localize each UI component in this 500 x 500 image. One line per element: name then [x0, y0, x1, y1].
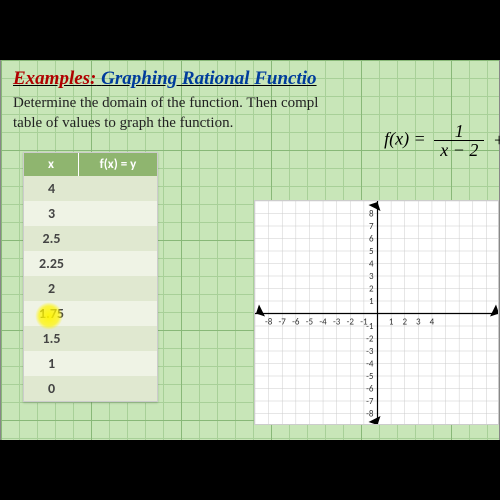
table-row: 3 [24, 201, 157, 226]
table-row: 4 [24, 176, 157, 201]
table-row: 2.5 [24, 226, 157, 251]
svg-text:-2: -2 [347, 317, 355, 328]
svg-text:-5: -5 [366, 371, 374, 382]
svg-text:4: 4 [430, 317, 435, 328]
table-row: 2.25 [24, 251, 157, 276]
instruction-line1: Determine the domain of the function. Th… [13, 95, 318, 111]
svg-text:-3: -3 [366, 346, 374, 357]
cell-y [79, 251, 157, 276]
grid-svg: -8-7-6-5-4-3-2-11234-8-7-6-5-4-3-2-11234… [255, 201, 499, 425]
formula-lhs: f(x) = [384, 129, 426, 149]
formula-plus: + [493, 130, 500, 150]
formula: f(x) = 1 x − 2 + [384, 122, 500, 159]
cell-y [79, 201, 157, 226]
svg-text:1: 1 [369, 296, 374, 307]
svg-text:2: 2 [369, 284, 374, 295]
formula-denominator: x − 2 [434, 141, 484, 159]
title-main: Graphing Rational Functio [101, 68, 316, 89]
svg-text:3: 3 [416, 317, 421, 328]
cell-y [79, 351, 157, 376]
instruction-line2: table of values to graph the function. [13, 115, 233, 131]
title-examples: Examples: [13, 68, 96, 89]
coordinate-grid: -8-7-6-5-4-3-2-11234-8-7-6-5-4-3-2-11234… [254, 200, 499, 425]
svg-text:-8: -8 [265, 317, 273, 328]
cell-x: 3 [24, 201, 79, 226]
values-table: x f(x) = y 4 3 2.5 2.25 2 1.75 1.5 1 0 [23, 152, 158, 402]
cell-y [79, 301, 157, 326]
page-title: Examples: Graphing Rational Functio [13, 68, 487, 90]
svg-text:-7: -7 [279, 317, 287, 328]
svg-text:-5: -5 [306, 317, 314, 328]
table-header: x f(x) = y [24, 153, 157, 176]
svg-text:6: 6 [369, 234, 374, 245]
cell-y [79, 176, 157, 201]
cell-y [79, 226, 157, 251]
svg-text:2: 2 [402, 317, 407, 328]
svg-text:-1: -1 [366, 321, 374, 332]
svg-text:-4: -4 [319, 317, 327, 328]
svg-text:-8: -8 [366, 409, 374, 420]
table-row: 0 [24, 376, 157, 401]
cell-y [79, 276, 157, 301]
svg-text:-3: -3 [333, 317, 341, 328]
formula-numerator: 1 [434, 122, 484, 141]
cell-x: 2.25 [24, 251, 79, 276]
svg-text:4: 4 [369, 259, 374, 270]
cell-x: 0 [24, 376, 79, 401]
svg-text:7: 7 [369, 221, 374, 232]
slide: Examples: Graphing Rational Functio Dete… [0, 60, 500, 440]
table-header-y: f(x) = y [79, 153, 157, 176]
table-row: 2 [24, 276, 157, 301]
cell-x: 2 [24, 276, 79, 301]
svg-text:-6: -6 [366, 384, 374, 395]
svg-text:1: 1 [389, 317, 394, 328]
svg-text:-4: -4 [366, 359, 374, 370]
table-header-x: x [24, 153, 79, 176]
cell-x: 2.5 [24, 226, 79, 251]
table-row: 1 [24, 351, 157, 376]
cursor-highlight-icon [35, 302, 63, 330]
svg-text:-2: -2 [366, 334, 374, 345]
svg-text:8: 8 [369, 209, 374, 220]
content-area: Examples: Graphing Rational Functio Dete… [1, 60, 499, 440]
svg-text:-7: -7 [366, 396, 374, 407]
cell-x: 4 [24, 176, 79, 201]
cell-y [79, 376, 157, 401]
formula-fraction: 1 x − 2 [434, 122, 484, 159]
svg-text:3: 3 [369, 271, 374, 282]
svg-text:-6: -6 [292, 317, 300, 328]
cell-y [79, 326, 157, 351]
svg-text:5: 5 [369, 246, 374, 257]
table-row: 1.5 [24, 326, 157, 351]
cell-x: 1 [24, 351, 79, 376]
